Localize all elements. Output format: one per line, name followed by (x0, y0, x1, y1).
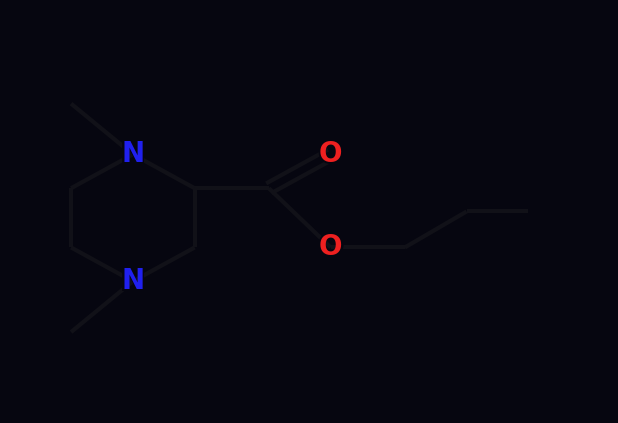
Text: N: N (121, 140, 145, 168)
Text: N: N (119, 138, 147, 171)
Text: N: N (121, 267, 145, 295)
Text: N: N (119, 265, 147, 298)
Text: O: O (319, 233, 342, 261)
Text: O: O (319, 140, 342, 168)
Text: O: O (316, 138, 345, 171)
Text: O: O (316, 231, 345, 264)
